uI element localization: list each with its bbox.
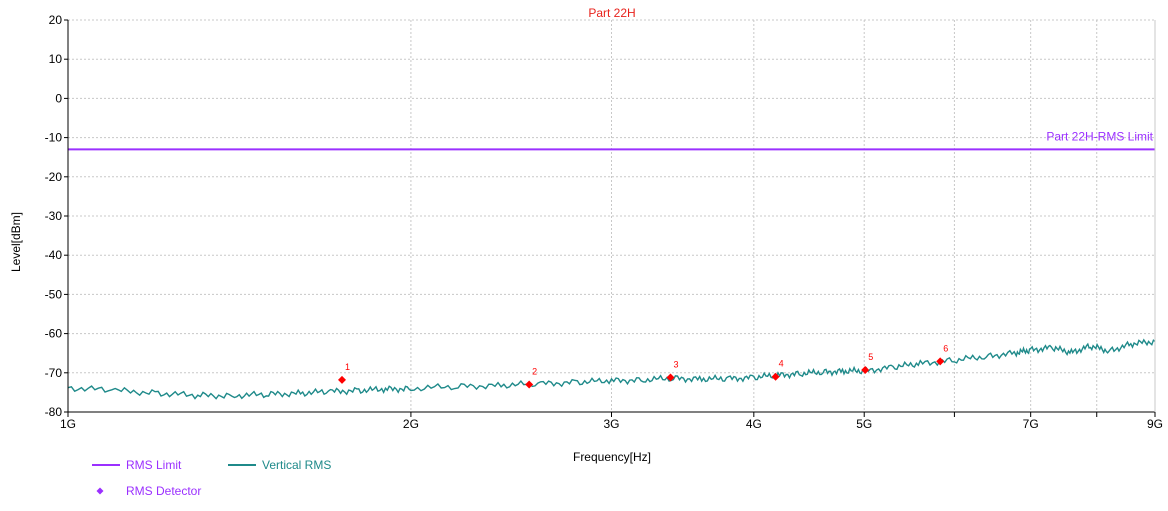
y-axis-label: Level[dBm]	[9, 212, 23, 272]
x-tick-label: 2G	[403, 417, 419, 431]
marker-point	[771, 372, 780, 381]
marker-point	[936, 357, 945, 366]
legend-label: Vertical RMS	[262, 458, 331, 472]
x-tick-labels: 1G 2G 3G 4G 5G 7G 9G	[60, 417, 1163, 431]
marker-label: 6	[943, 343, 948, 353]
marker-point	[666, 373, 675, 382]
y-tick-label: 10	[49, 52, 63, 66]
y-tick-label: -60	[45, 327, 63, 341]
x-tick-label: 3G	[603, 417, 619, 431]
x-tick-label: 1G	[60, 417, 76, 431]
y-tick-label: 0	[55, 91, 62, 105]
grid	[68, 19, 1156, 412]
marker-label: 2	[532, 367, 537, 377]
x-tick-label: 7G	[1023, 417, 1039, 431]
marker-label: 5	[868, 352, 873, 362]
marker-label: 1	[345, 362, 350, 372]
limit-line-label: Part 22H-RMS Limit	[1046, 129, 1153, 143]
y-tick-label: -50	[45, 287, 63, 301]
y-tick-label: -80	[45, 405, 63, 419]
y-tick-label: -40	[45, 248, 63, 262]
marker-label: 3	[674, 360, 679, 370]
series-group	[67, 338, 1156, 400]
series-line-vertical-rms	[67, 338, 1156, 400]
marker-point	[525, 380, 534, 389]
marker-group: 1 2 3 4 5 6	[338, 343, 948, 389]
marker-label: 4	[779, 359, 784, 369]
y-tick-label: -70	[45, 366, 63, 380]
x-tick-label: 4G	[746, 417, 762, 431]
marker-point	[861, 366, 870, 375]
x-tick-label: 9G	[1147, 417, 1163, 431]
y-tick-label: 20	[49, 13, 63, 27]
legend: RMS Limit Vertical RMS RMS Detector	[92, 458, 331, 498]
limit-line-group: Part 22H-RMS Limit	[68, 129, 1155, 151]
legend-swatch-diamond	[96, 487, 104, 495]
legend-label: RMS Detector	[126, 484, 201, 498]
legend-label: RMS Limit	[126, 458, 182, 472]
marker-point	[338, 375, 347, 384]
y-tick-labels: 20 10 0 -10 -20 -30 -40 -50 -60 -70 -80	[45, 13, 63, 419]
y-tick-label: -10	[45, 131, 63, 145]
y-tick-label: -20	[45, 170, 63, 184]
x-axis-label: Frequency[Hz]	[573, 450, 651, 464]
x-tick-label: 5G	[856, 417, 872, 431]
chart-title: Part 22H	[588, 6, 635, 20]
axes	[64, 19, 1156, 417]
y-tick-label: -30	[45, 209, 63, 223]
